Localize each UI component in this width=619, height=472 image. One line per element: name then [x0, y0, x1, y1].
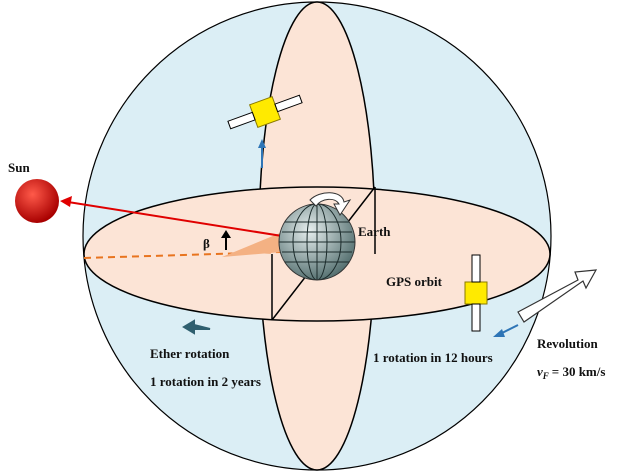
satellite-arrow-head [258, 139, 266, 148]
speed-subscript: F [542, 371, 549, 381]
spin-arrow [309, 192, 352, 216]
speed-value: = 30 km/s [552, 364, 606, 379]
sun-arrow-head [60, 196, 72, 207]
speed-symbol: v [537, 364, 543, 379]
ether-period-label: 1 rotation in 2 years [150, 374, 261, 389]
speed-label: vF = 30 km/s [537, 364, 605, 381]
dashed-line [83, 251, 283, 259]
sun-arrow [67, 201, 283, 237]
earth-label: Earth [358, 224, 391, 239]
gps-period-label: 1 rotation in 12 hours [373, 350, 493, 365]
ether-rotation-label: Ether rotation [150, 346, 230, 361]
orbit-segment [271, 187, 376, 320]
revolution-arrow [517, 269, 598, 323]
gps-orbit-label: GPS orbit [386, 274, 443, 289]
earth [279, 204, 355, 280]
beta-label: β [203, 236, 210, 251]
angle-wedge [222, 233, 282, 257]
satellite-arrow-head [493, 329, 505, 337]
sun [15, 179, 59, 223]
satellite-right [464, 254, 488, 332]
ether-arrow [182, 319, 211, 335]
sun-label: Sun [8, 160, 30, 175]
revolution-label: Revolution [537, 336, 598, 351]
beta-arrow-head [221, 230, 231, 238]
satellite-top [227, 94, 303, 130]
